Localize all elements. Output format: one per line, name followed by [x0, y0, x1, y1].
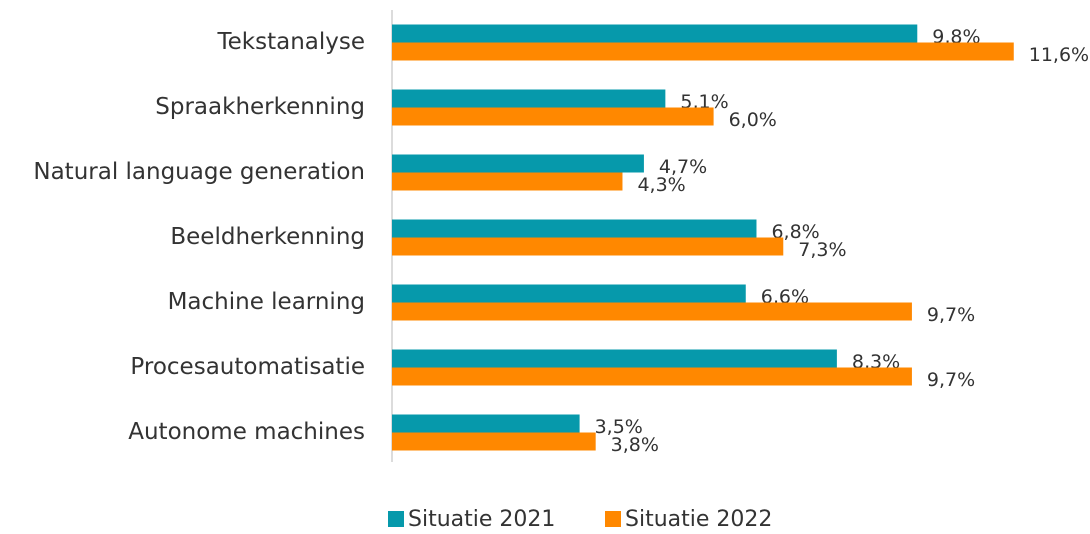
value-label: 3,5% — [595, 416, 643, 438]
value-label: 3,8% — [611, 434, 659, 456]
value-label: 6,8% — [771, 221, 819, 243]
category-label: Beeldherkenning — [170, 224, 365, 250]
bar — [392, 89, 666, 108]
category-label: Spraakherkenning — [155, 94, 365, 120]
value-label: 4,7% — [659, 156, 707, 178]
value-label: 4,3% — [637, 174, 685, 196]
bar — [392, 414, 580, 433]
bar — [392, 432, 596, 451]
value-label: 6,0% — [729, 109, 777, 131]
category-label: Procesautomatisatie — [130, 354, 365, 380]
bar — [392, 42, 1014, 61]
bar — [392, 302, 912, 321]
legend-swatch — [388, 511, 404, 527]
value-label: 9,7% — [927, 369, 975, 391]
value-label: 9,7% — [927, 304, 975, 326]
category-label: Tekstanalyse — [216, 29, 365, 55]
legend-swatch — [605, 511, 621, 527]
category-label: Natural language generation — [33, 159, 365, 185]
legend-label: Situatie 2022 — [625, 507, 772, 532]
bar — [392, 237, 784, 256]
legend-label: Situatie 2021 — [408, 507, 555, 532]
bar — [392, 172, 623, 191]
category-label: Autonome machines — [128, 419, 365, 445]
bar — [392, 349, 837, 368]
bar — [392, 219, 757, 238]
bar — [392, 24, 918, 43]
value-label: 11,6% — [1029, 44, 1089, 66]
category-label: Machine learning — [168, 289, 365, 315]
value-label: 7,3% — [798, 239, 846, 261]
bar — [392, 107, 714, 126]
bar — [392, 367, 912, 386]
bar — [392, 154, 644, 173]
bar — [392, 284, 746, 303]
